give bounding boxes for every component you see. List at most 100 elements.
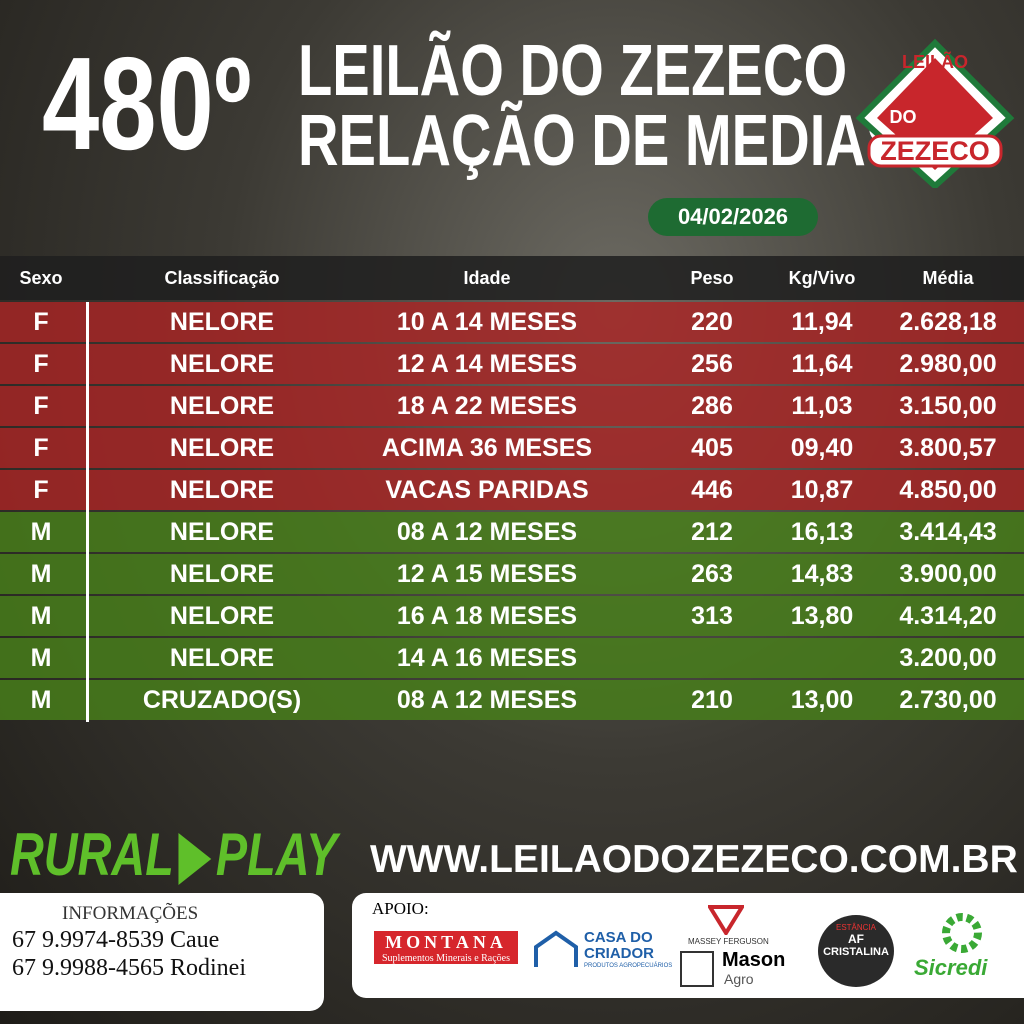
table-row: M CRUZADO(S) 08 A 12 MESES 210 13,00 2.730,00 xyxy=(0,680,1024,720)
table-row: M NELORE 14 A 16 MESES 3.200,00 xyxy=(0,638,1024,678)
table-cell: 12 A 14 MESES xyxy=(396,350,578,378)
table-cell: ACIMA 36 MESES xyxy=(381,434,593,462)
table-row: F NELORE ACIMA 36 MESES 405 09,40 3.800,57 xyxy=(0,428,1024,468)
table-cell: M xyxy=(30,602,52,630)
table-cell: F xyxy=(33,392,49,420)
sponsor-text: Mason xyxy=(722,949,786,971)
table-cell: 3.800,57 xyxy=(899,434,997,462)
sponsor-cristalina: ESTÂNCIA AF CRISTALINA xyxy=(818,915,894,987)
sicredi-icon xyxy=(942,913,982,953)
table-row: M NELORE 08 A 12 MESES 212 16,13 3.414,43 xyxy=(0,512,1024,552)
table-cell: 4.850,00 xyxy=(899,476,997,504)
table-cell: 3.900,00 xyxy=(899,560,997,588)
table-cell: 16 A 18 MESES xyxy=(396,602,578,630)
table-cell: 13,80 xyxy=(790,602,854,630)
table-cell: 08 A 12 MESES xyxy=(396,686,578,714)
table-cell: 12 A 15 MESES xyxy=(396,560,578,588)
table-cell: NELORE xyxy=(169,434,275,462)
website: WWW.LEILAODOZEZECO.COM.BR xyxy=(370,838,1018,881)
mason-box xyxy=(680,951,714,987)
table-row: F NELORE VACAS PARIDAS 446 10,87 4.850,00 xyxy=(0,470,1024,510)
table-cell: 13,00 xyxy=(790,686,854,714)
play-icon xyxy=(178,833,212,886)
table-cell: 210 xyxy=(691,686,733,714)
table-cell: 11,64 xyxy=(791,350,853,378)
logo-text: DO xyxy=(890,107,917,127)
table-cell: F xyxy=(33,434,49,462)
table-cell: NELORE xyxy=(169,602,275,630)
brand: RURAL PLAY xyxy=(10,820,337,889)
info-label: INFORMAÇÕES xyxy=(62,903,199,924)
table-cell: 11,94 xyxy=(791,308,853,336)
table-cell: M xyxy=(30,644,52,672)
table-cell: 18 A 22 MESES xyxy=(396,392,578,420)
logo-banner xyxy=(867,134,1003,168)
logo-text: ZEZECO xyxy=(880,136,990,166)
table-cell: 286 xyxy=(691,392,733,420)
table-row: M NELORE 12 A 15 MESES 263 14,83 3.900,00 xyxy=(0,554,1024,594)
brand-rural: RURAL xyxy=(10,821,174,888)
info-box: INFORMAÇÕES 67 9.9974-8539 Caue 67 9.998… xyxy=(0,893,324,1011)
table-cell: NELORE xyxy=(169,476,275,504)
support-label: APOIO: xyxy=(372,899,429,918)
table-cell: 08 A 12 MESES xyxy=(396,518,578,546)
title-line2: RELAÇÃO DE MEDIAS xyxy=(298,101,904,181)
table-cell: CRUZADO(S) xyxy=(142,686,302,714)
table-row: F NELORE 18 A 22 MESES 286 11,03 3.150,00 xyxy=(0,386,1024,426)
sponsor-montana: MONTANA xyxy=(374,931,518,953)
table-cell: 313 xyxy=(691,602,733,630)
mf-icon xyxy=(708,905,744,935)
table-cell: F xyxy=(33,476,49,504)
table-cell: M xyxy=(30,518,52,546)
table-cell: 446 xyxy=(691,476,733,504)
table-cell: 220 xyxy=(691,308,733,336)
table-cell: 3.200,00 xyxy=(899,644,997,672)
table-cell: 3.150,00 xyxy=(899,392,997,420)
table-cell: NELORE xyxy=(169,308,275,336)
column-divider xyxy=(86,302,89,722)
title-line1: LEILÃO DO ZEZECO xyxy=(298,31,848,111)
table-cell: M xyxy=(30,686,52,714)
date: 04/02/2026 xyxy=(648,198,818,236)
sponsor-text: Agro xyxy=(724,971,754,987)
table-cell: F xyxy=(33,350,49,378)
column-header: Média xyxy=(922,268,974,288)
phone: 67 9.9988-4565 Rodinei xyxy=(12,955,246,981)
logo-text: LEILÃO xyxy=(902,51,968,72)
table-cell: M xyxy=(30,560,52,588)
table-cell: 14 A 16 MESES xyxy=(396,644,578,672)
table-cell: NELORE xyxy=(169,392,275,420)
table-cell: 3.414,43 xyxy=(899,518,997,546)
column-header: Sexo xyxy=(19,268,63,288)
sponsor-text: AF xyxy=(848,932,864,946)
table-header: Sexo Classificação Idade Peso Kg/Vivo Média xyxy=(0,256,1024,300)
table-cell: VACAS PARIDAS xyxy=(385,476,589,504)
table-body: F NELORE 10 A 14 MESES 220 11,94 2.628,18 F NEL… xyxy=(0,302,1024,724)
table-cell: 10,87 xyxy=(790,476,854,504)
brand-play: PLAY xyxy=(215,821,338,888)
table-row: M NELORE 16 A 18 MESES 313 13,80 4.314,20 xyxy=(0,596,1024,636)
logo: LEILÃO DO ZEZECO xyxy=(855,38,1015,188)
sponsor-text: Suplementos Minerais e Rações xyxy=(374,953,518,964)
table-cell: 09,40 xyxy=(790,434,854,462)
table-cell: NELORE xyxy=(169,560,275,588)
support-box: APOIO: MONTANA Suplementos Minerais e Ra… xyxy=(352,893,1024,998)
phone: 67 9.9974-8539 Caue xyxy=(12,927,220,953)
sponsor-text: CRIADOR xyxy=(584,945,654,962)
table-cell: 2.980,00 xyxy=(899,350,997,378)
table-cell: 256 xyxy=(691,350,733,378)
column-header: Peso xyxy=(690,268,734,288)
sponsor-text: MASSEY FERGUSON xyxy=(688,937,769,946)
table-cell: NELORE xyxy=(169,350,275,378)
sponsor-text: CRISTALINA xyxy=(823,946,889,958)
table-cell: 263 xyxy=(691,560,733,588)
table-cell: 2.628,18 xyxy=(899,308,997,336)
table-cell: 405 xyxy=(691,434,733,462)
table-cell: 4.314,20 xyxy=(899,602,997,630)
table-cell: NELORE xyxy=(169,518,275,546)
sponsor-text: CASA DO xyxy=(584,929,653,946)
table-cell: F xyxy=(33,308,49,336)
table-cell: 212 xyxy=(691,518,733,546)
table-cell: 2.730,00 xyxy=(899,686,997,714)
casa-icon xyxy=(534,930,578,967)
